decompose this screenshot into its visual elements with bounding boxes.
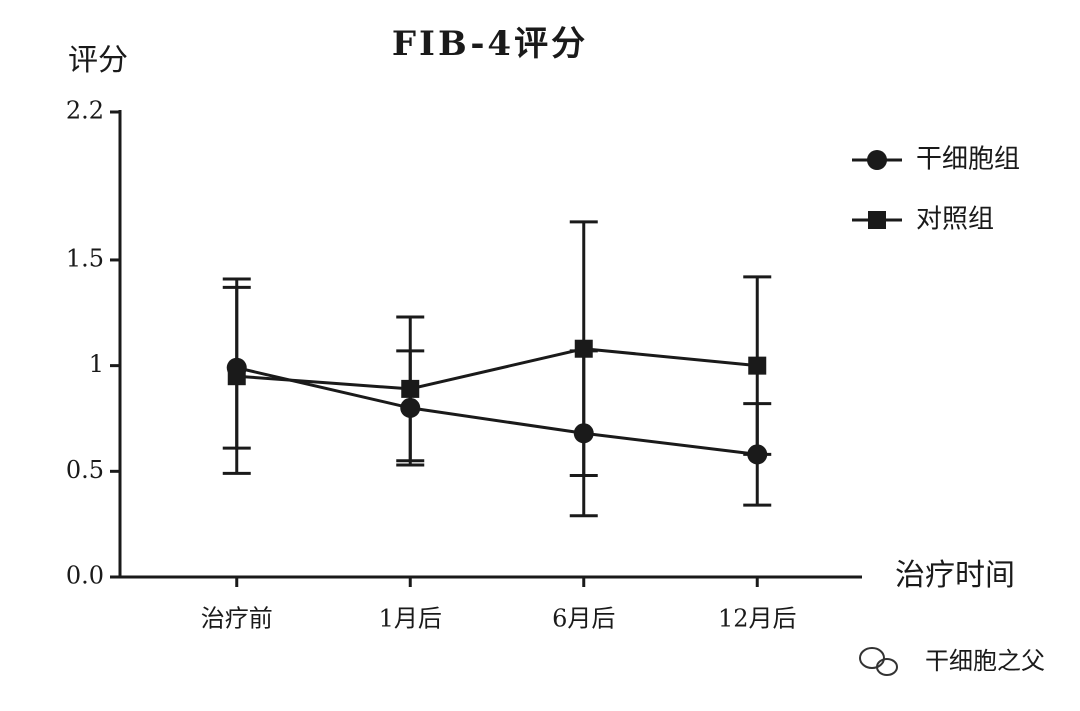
marker	[401, 379, 420, 398]
watermark-icon	[859, 647, 898, 676]
marker	[868, 211, 886, 229]
marker	[867, 150, 887, 170]
marker	[748, 356, 767, 375]
x-tick-label: 6月后	[552, 605, 615, 633]
y-axis-title: 评分	[68, 43, 128, 78]
chart-title: FIB-4评分	[392, 24, 588, 64]
y-tick-label: 2.2	[66, 97, 104, 125]
marker	[574, 339, 593, 358]
series-line	[236, 347, 758, 391]
x-tick-label: 12月后	[718, 605, 797, 633]
x-axis-title: 治疗时间	[895, 558, 1015, 593]
legend-label: 干细胞组	[916, 145, 1020, 175]
series-line	[236, 366, 758, 456]
marker	[747, 444, 768, 465]
x-tick-label: 1月后	[379, 605, 442, 633]
marker	[227, 367, 246, 386]
y-tick-label: 1.5	[66, 244, 104, 272]
marker	[573, 423, 594, 444]
marker	[400, 397, 421, 418]
y-tick-label: 0.0	[66, 562, 104, 590]
y-tick-label: 0.5	[66, 456, 104, 484]
x-tick-label: 治疗前	[201, 605, 273, 633]
y-tick-label: 1	[89, 350, 104, 378]
watermark: 干细胞之父	[925, 647, 1045, 675]
legend-label: 对照组	[916, 205, 994, 235]
